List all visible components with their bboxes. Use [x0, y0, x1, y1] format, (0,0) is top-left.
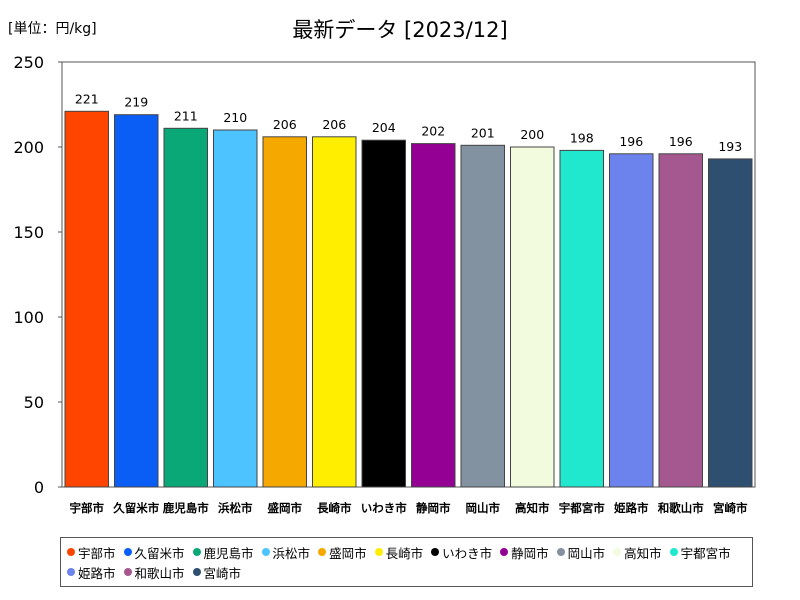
legend-label: 盛岡市 — [329, 545, 367, 561]
legend-item: 長崎市 — [374, 542, 424, 562]
legend-label: 宮崎市 — [203, 565, 242, 581]
legend-label: 鹿児島市 — [203, 545, 254, 561]
legend-item: 高知市 — [613, 542, 662, 562]
bar-value-label: 193 — [718, 139, 742, 154]
legend-swatch — [192, 568, 201, 576]
bar — [312, 136, 357, 488]
legend-swatch — [67, 548, 75, 556]
legend-swatch — [192, 548, 201, 556]
legend-label: 姫路市 — [78, 565, 116, 581]
bar — [609, 153, 654, 488]
legend-item: 宇都宮市 — [669, 542, 731, 562]
bar — [262, 136, 307, 488]
bar-value-label: 202 — [421, 124, 445, 139]
x-tick-label: 宮崎市 — [713, 501, 748, 515]
legend-label: いわき市 — [442, 545, 493, 561]
x-tick-label: 盛岡市 — [268, 501, 303, 515]
bar-value-label: 196 — [619, 134, 643, 149]
legend-swatch — [431, 548, 440, 556]
y-tick-label: 200 — [13, 138, 44, 157]
y-tick-label: 250 — [13, 53, 44, 72]
bar — [559, 149, 604, 488]
legend-swatch — [123, 548, 132, 556]
bar — [213, 129, 258, 488]
x-tick-label: 浜松市 — [218, 501, 253, 515]
bar — [114, 114, 159, 488]
bar — [411, 143, 456, 488]
x-tick-label: 鹿児島市 — [163, 501, 209, 515]
legend-item: 鹿児島市 — [192, 542, 254, 562]
bar-value-label: 198 — [570, 130, 594, 145]
legend-swatch — [500, 548, 509, 556]
legend-swatch — [318, 548, 327, 556]
legend-swatch — [374, 548, 383, 556]
legend-label: 久留米市 — [134, 545, 185, 561]
bar-value-label: 196 — [669, 134, 693, 149]
legend-label: 浜松市 — [272, 545, 311, 561]
y-tick-label: 100 — [13, 308, 44, 327]
legend-swatch — [556, 548, 565, 556]
plot-frame — [61, 61, 756, 488]
x-tick-label: 和歌山市 — [658, 501, 704, 515]
bar — [708, 158, 753, 488]
legend-label: 宇部市 — [78, 545, 116, 561]
legend-item: 宇部市 — [67, 542, 116, 562]
legend-item: 宮崎市 — [192, 562, 242, 582]
bar — [361, 139, 406, 488]
legend-item: 岡山市 — [556, 542, 606, 562]
bar-value-label: 210 — [223, 110, 247, 125]
bar — [64, 110, 109, 488]
legend-item: 和歌山市 — [123, 562, 185, 582]
legend-label: 岡山市 — [567, 545, 606, 561]
bar-value-label: 219 — [124, 95, 148, 110]
x-tick-label: 宇都宮市 — [559, 501, 605, 515]
x-tick-label: 岡山市 — [466, 501, 501, 515]
legend-label: 高知市 — [624, 545, 662, 561]
x-tick-label: 姫路市 — [614, 501, 649, 515]
chart-title: 最新データ [2023/12] — [292, 18, 508, 42]
bar-value-label: 200 — [520, 127, 544, 142]
legend-swatch — [261, 548, 270, 556]
legend-swatch — [123, 568, 132, 576]
bar — [658, 153, 703, 488]
legend-label: 静岡市 — [511, 545, 549, 561]
x-tick-label: 高知市 — [515, 501, 550, 515]
x-tick-label: 久留米市 — [112, 501, 159, 515]
legend-item: いわき市 — [431, 542, 492, 562]
x-tick-label: いわき市 — [361, 501, 407, 515]
legend-swatch — [67, 568, 75, 576]
legend-item: 静岡市 — [500, 542, 549, 562]
bar-value-label: 206 — [273, 117, 297, 132]
legend-item: 盛岡市 — [318, 542, 367, 562]
legend-label: 和歌山市 — [134, 565, 185, 581]
y-tick-label: 50 — [24, 393, 44, 412]
bar-value-label: 206 — [322, 117, 346, 132]
unit-label: [単位：円/kg] — [8, 21, 97, 37]
bar-value-label: 201 — [471, 125, 495, 140]
legend-swatch — [669, 548, 678, 556]
legend-label: 宇都宮市 — [680, 545, 731, 561]
x-tick-label: 長崎市 — [317, 501, 352, 515]
bar — [510, 146, 555, 488]
legend-item: 浜松市 — [261, 542, 311, 562]
legend-item: 久留米市 — [123, 542, 185, 562]
y-tick-label: 0 — [34, 478, 44, 497]
bar-value-label: 204 — [372, 120, 396, 135]
x-tick-label: 宇部市 — [70, 501, 105, 515]
legend-swatch — [613, 548, 622, 556]
bar — [460, 144, 505, 488]
chart-legend: 宇部市 久留米市 鹿児島市 浜松市 盛岡市 長崎市 いわき市 静岡市 岡山市 高知市 宇都宮市姫路市… — [60, 537, 753, 587]
legend-item: 姫路市 — [67, 562, 116, 582]
bar — [163, 127, 208, 488]
y-tick-label: 150 — [13, 223, 44, 242]
legend-label: 長崎市 — [385, 545, 424, 561]
bar-value-label: 211 — [174, 108, 198, 123]
bar-value-label: 221 — [75, 91, 99, 106]
x-tick-label: 静岡市 — [416, 501, 451, 515]
